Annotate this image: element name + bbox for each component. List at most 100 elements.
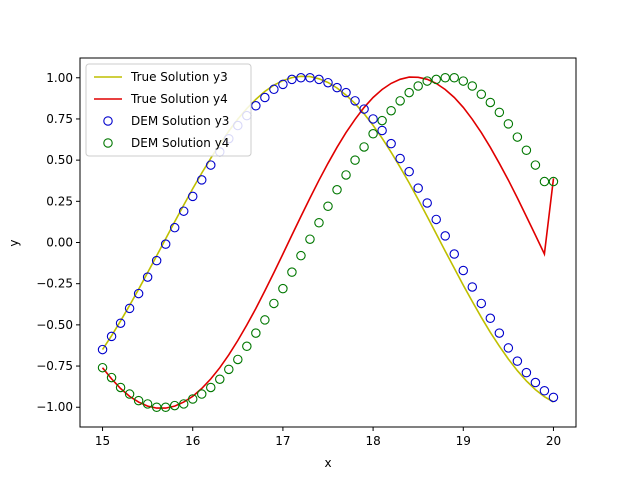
data-point <box>151 402 162 412</box>
data-point <box>467 81 478 91</box>
data-point <box>251 328 261 338</box>
data-point <box>368 114 378 124</box>
data-point <box>133 395 144 406</box>
data-point <box>359 104 369 114</box>
data-point <box>422 76 432 86</box>
data-point <box>233 354 243 365</box>
data-point <box>404 87 414 98</box>
data-point <box>494 107 505 118</box>
data-point <box>458 265 469 276</box>
y-tick-label: 0.00 <box>46 236 73 250</box>
data-point <box>431 214 441 225</box>
data-point <box>350 155 360 165</box>
data-point <box>395 153 405 164</box>
data-point <box>449 73 460 83</box>
y-tick-label: 0.50 <box>46 153 73 167</box>
data-point <box>97 344 108 355</box>
data-point <box>503 119 514 129</box>
data-point <box>332 82 342 93</box>
data-point <box>206 382 216 393</box>
x-tick-label: 15 <box>95 434 110 448</box>
data-point <box>224 364 234 375</box>
data-point <box>431 74 441 85</box>
y-tick-label: 1.00 <box>46 71 73 85</box>
data-point <box>350 96 360 106</box>
data-point <box>440 231 450 241</box>
y-tick-label: −0.75 <box>36 359 73 373</box>
data-point <box>251 101 261 111</box>
y-axis-ticks: −1.00 −0.75 −0.50 −0.25 0.00 0.25 0.50 0.75 1.00 <box>36 71 80 414</box>
data-point <box>124 303 135 314</box>
data-point <box>467 282 478 292</box>
data-point <box>494 328 505 338</box>
data-point <box>187 394 198 404</box>
data-point <box>133 288 144 299</box>
data-point <box>260 315 270 325</box>
series-line-2 <box>101 76 555 409</box>
series-line-1 <box>101 75 554 403</box>
data-point <box>539 386 550 396</box>
data-point <box>169 222 180 233</box>
data-point <box>142 399 153 409</box>
legend-box <box>85 63 252 157</box>
data-point <box>422 198 432 208</box>
data-point <box>377 115 387 126</box>
data-point <box>215 374 225 384</box>
data-point <box>305 234 315 244</box>
data-point <box>115 382 126 393</box>
data-point <box>314 74 324 85</box>
data-point <box>314 217 324 228</box>
data-point <box>178 399 189 409</box>
data-point <box>512 356 523 366</box>
data-point <box>115 318 126 328</box>
data-point <box>323 201 333 212</box>
data-point <box>296 250 306 261</box>
legend-label: True Solution y4 <box>130 92 228 106</box>
data-point <box>260 92 270 103</box>
x-axis-ticks: 15 16 17 18 19 20 <box>95 427 561 448</box>
legend-marker-swatch <box>103 116 113 126</box>
data-point <box>476 89 487 99</box>
data-point <box>242 341 252 352</box>
x-axis-label: x <box>324 456 331 470</box>
data-point <box>124 389 135 399</box>
data-point <box>476 298 487 309</box>
data-point <box>413 81 423 91</box>
data-point <box>160 402 171 412</box>
data-point <box>440 73 450 83</box>
data-point <box>386 138 396 149</box>
data-point <box>485 313 496 324</box>
data-point <box>503 343 514 353</box>
y-axis-label: y <box>7 239 21 246</box>
data-point <box>521 367 532 378</box>
data-point <box>106 331 117 342</box>
legend-label: DEM Solution y4 <box>131 136 229 150</box>
x-tick-label: 17 <box>275 434 290 448</box>
data-point <box>404 166 414 177</box>
data-point <box>151 255 162 266</box>
data-point <box>485 97 496 108</box>
legend-label: DEM Solution y3 <box>131 114 229 128</box>
data-point <box>296 73 306 83</box>
data-point <box>458 76 469 86</box>
data-point <box>521 145 532 156</box>
data-point <box>206 160 216 170</box>
data-point <box>106 372 117 383</box>
data-point <box>449 249 460 259</box>
data-point <box>332 185 342 195</box>
data-point <box>413 183 423 193</box>
data-point <box>287 267 297 277</box>
y-tick-label: 0.25 <box>46 194 73 208</box>
data-point <box>278 79 288 90</box>
data-point <box>142 272 153 282</box>
y-tick-label: −0.25 <box>36 277 73 291</box>
y-tick-label: −1.00 <box>36 400 73 414</box>
x-tick-label: 20 <box>546 434 561 448</box>
data-point <box>287 74 297 85</box>
legend: True Solution y3 True Solution y4 DEM Solu… <box>85 63 252 157</box>
data-point <box>512 132 523 142</box>
data-point <box>97 362 108 373</box>
data-point <box>377 125 387 136</box>
data-point <box>278 283 288 294</box>
legend-marker-swatch <box>103 138 113 148</box>
